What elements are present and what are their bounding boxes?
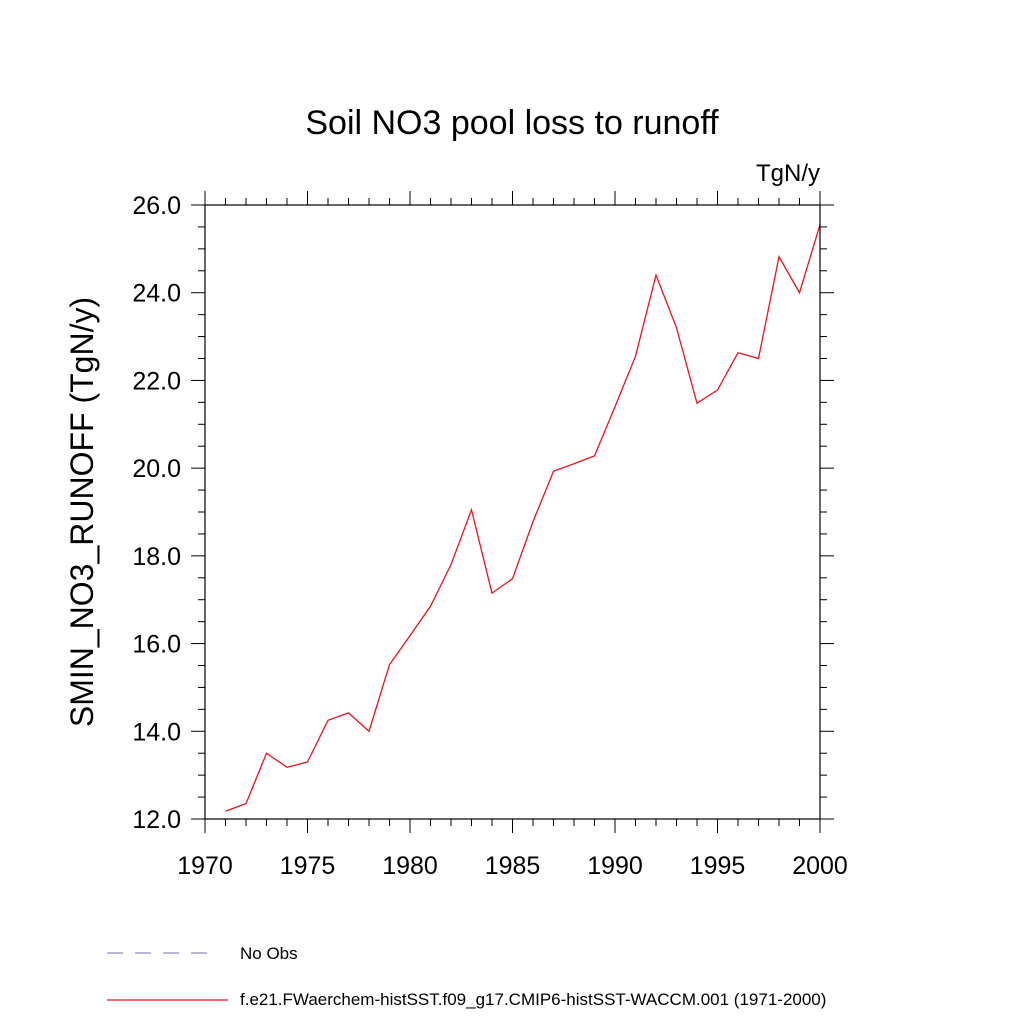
x-tick-label: 1975 bbox=[280, 852, 336, 880]
y-tick-label: 18.0 bbox=[132, 543, 181, 571]
legend-label-model: f.e21.FWaerchem-histSST.f09_g17.CMIP6-hi… bbox=[240, 990, 826, 1009]
y-tick-label: 26.0 bbox=[132, 192, 181, 220]
y-tick-label: 14.0 bbox=[132, 718, 181, 746]
x-tick-label: 1970 bbox=[177, 852, 233, 880]
axis-ticks bbox=[191, 191, 834, 833]
units-label: TgN/y bbox=[756, 160, 820, 187]
y-tick-label: 22.0 bbox=[132, 367, 181, 395]
y-tick-label: 20.0 bbox=[132, 455, 181, 483]
legend: No Obs f.e21.FWaerchem-histSST.f09_g17.C… bbox=[107, 944, 826, 1009]
x-tick-label: 1980 bbox=[382, 852, 438, 880]
series-line-0 bbox=[225, 224, 821, 812]
y-tick-label: 16.0 bbox=[132, 631, 181, 659]
y-tick-label: 12.0 bbox=[132, 806, 181, 834]
x-tick-label: 1995 bbox=[690, 852, 746, 880]
series-layer bbox=[225, 224, 821, 812]
y-axis-label: SMIN_NO3_RUNOFF (TgN/y) bbox=[64, 297, 100, 727]
x-tick-label: 1990 bbox=[587, 852, 643, 880]
x-tick-label: 1985 bbox=[485, 852, 541, 880]
legend-label-no-obs: No Obs bbox=[240, 944, 298, 963]
axis-tick-labels: 1970 1975 1980 1985 1990 1995 2000 12.0 14.0 16.0… bbox=[132, 192, 847, 880]
y-tick-label: 24.0 bbox=[132, 280, 181, 308]
x-tick-label: 2000 bbox=[792, 852, 848, 880]
plot-frame bbox=[204, 204, 821, 820]
chart-title: Soil NO3 pool loss to runoff bbox=[305, 104, 719, 142]
